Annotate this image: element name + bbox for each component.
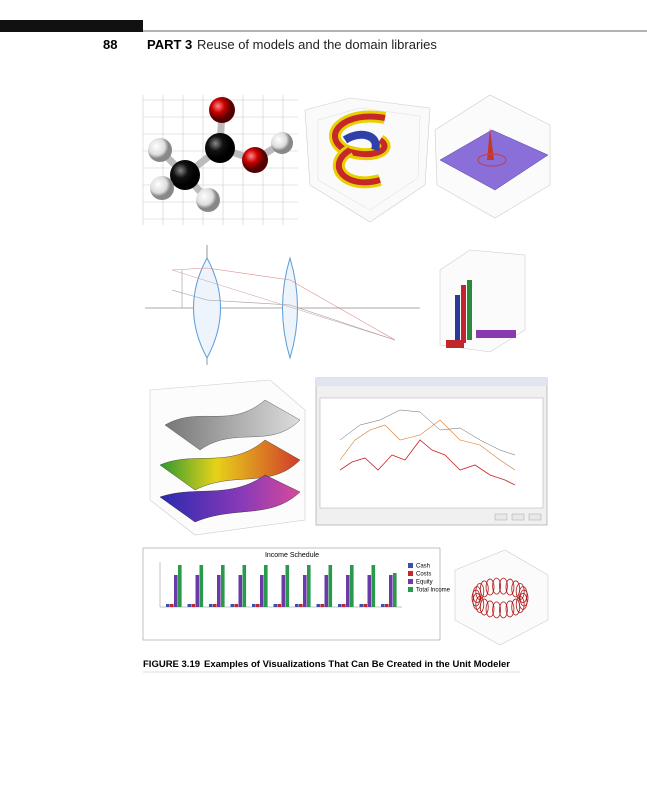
bar [234,604,239,607]
bar [256,604,260,607]
legend-label: Costs [416,572,431,578]
legend-swatch [408,563,413,568]
bar [307,565,311,607]
bar [209,604,213,607]
page-number: 88 [103,37,117,52]
bar [359,604,364,607]
bar [170,604,174,607]
torus-ring [472,592,482,610]
bar [199,565,204,607]
bar [320,604,325,607]
torus-ring [475,583,485,600]
bar [277,604,282,607]
bar [338,604,342,607]
bar [393,573,397,607]
bar [324,575,329,607]
bar [299,604,303,607]
bar [238,575,243,607]
income-title: Income Schedule [265,552,319,559]
bar [367,575,372,607]
torus-ring [499,577,508,595]
bar [187,604,192,607]
bar [381,604,385,607]
torus-ring [511,598,521,616]
legend-swatch [408,579,413,584]
torus-ring [479,580,489,598]
caption-text: Examples of Visualizations That Can Be C… [204,659,510,670]
bar [273,604,278,607]
bar [371,565,376,607]
part-title: Reuse of models and the domain libraries [197,37,437,52]
bar [342,604,346,607]
bar [316,604,321,607]
header-bar [0,20,143,32]
torus-ring [492,601,501,619]
bar [295,604,299,607]
bar [217,575,221,607]
bar [213,604,217,607]
bar [252,604,256,607]
bar [350,565,354,607]
caption-label: FIGURE 3.19 [143,659,200,670]
surface-panel [434,94,551,219]
torus-ring [485,578,495,596]
surfaces-panel [149,379,306,536]
bar [363,604,368,607]
window-panel [315,377,548,526]
torus-ring [505,600,515,618]
bar [178,565,182,607]
bar [346,575,350,607]
bar [174,575,178,607]
legend-swatch [408,571,413,576]
bar3d-panel [439,249,526,353]
bar [285,565,290,607]
bar [166,604,170,607]
torus-ring [511,580,521,598]
legend-label: Cash [416,564,430,570]
torus-panel [454,549,549,646]
torus-ring [518,586,528,604]
bar [264,565,268,607]
bar [242,565,247,607]
bar [195,575,200,607]
lens-panel [145,245,420,365]
bar [260,575,264,607]
bar [385,604,389,607]
molecule-panel [142,95,298,225]
bar [281,575,286,607]
torus-ring [499,601,508,619]
legend-label: Equity [416,580,433,586]
torus-ring [485,600,495,618]
bar [221,565,225,607]
legend-swatch [408,587,413,592]
bar [230,604,235,607]
part-label: PART 3 [147,37,192,52]
torus-ring [515,596,525,613]
torus-ring [492,577,501,595]
bar [303,575,307,607]
income-panel: Income Schedule Cash Costs Equity Total Inc… [142,547,451,641]
bar [389,575,393,607]
bar [191,604,196,607]
torus-ring [505,578,515,596]
bar [328,565,333,607]
legend-label: Total Income [416,588,451,594]
helix-panel [304,97,431,223]
torus-ring [479,598,489,616]
